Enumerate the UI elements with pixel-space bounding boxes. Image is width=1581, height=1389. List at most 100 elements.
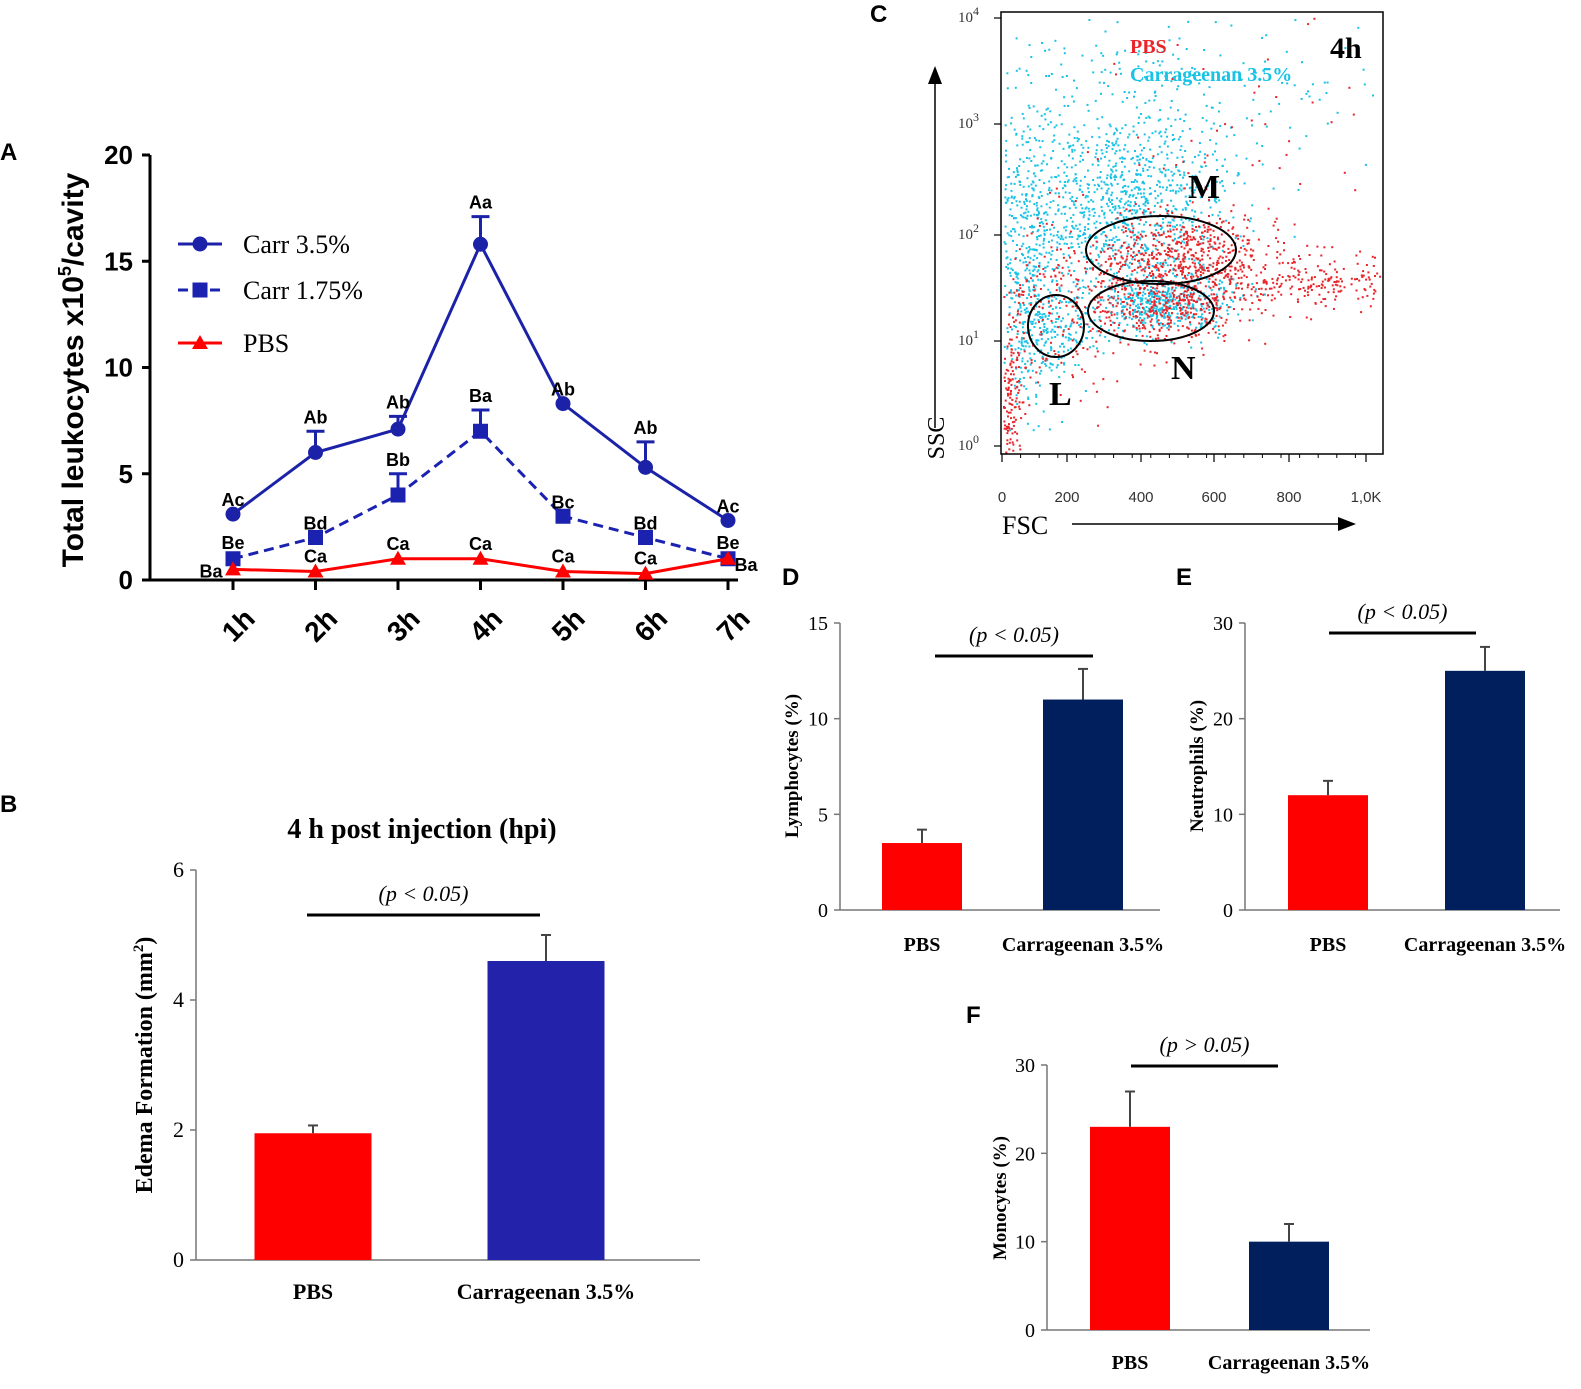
c-event-dot xyxy=(1024,193,1027,196)
c-event-dot xyxy=(1128,170,1131,173)
c-event-dot xyxy=(1113,321,1116,324)
c-event-dot xyxy=(1046,163,1048,166)
c-event-dot xyxy=(1016,403,1019,406)
c-event-dot xyxy=(1008,312,1011,315)
c-event-dot xyxy=(1162,290,1165,293)
c-event-dot xyxy=(1074,364,1077,366)
c-y-tick-label: 101 xyxy=(958,327,979,349)
c-event-dot xyxy=(1200,247,1203,250)
c-event-dot xyxy=(1121,301,1124,303)
c-event-dot xyxy=(1079,235,1082,237)
c-event-dot xyxy=(1119,279,1122,282)
c-event-dot xyxy=(1154,276,1157,279)
c-event-dot xyxy=(1061,266,1064,269)
c-event-dot xyxy=(1177,190,1180,193)
c-event-dot xyxy=(1245,117,1248,120)
c-event-dot xyxy=(1120,255,1123,258)
c-event-dot xyxy=(1128,195,1131,198)
c-event-dot xyxy=(1164,311,1167,314)
c-event-dot xyxy=(1096,176,1099,179)
c-event-dot xyxy=(1092,179,1095,181)
c-event-dot xyxy=(1180,213,1183,216)
c-event-dot xyxy=(1163,309,1165,312)
c-event-dot xyxy=(1096,296,1099,299)
c-event-dot xyxy=(1234,273,1237,275)
c-event-dot xyxy=(1059,394,1062,396)
c-event-dot xyxy=(1053,269,1055,272)
c-event-dot xyxy=(1035,139,1038,142)
c-event-dot xyxy=(1126,274,1129,277)
c-event-dot xyxy=(1148,99,1151,102)
c-event-dot xyxy=(1130,297,1133,300)
c-event-dot xyxy=(1261,145,1264,147)
c-event-dot xyxy=(1145,306,1148,308)
c-event-dot xyxy=(1010,116,1013,119)
c-event-dot xyxy=(1234,70,1237,73)
c-event-dot xyxy=(1145,116,1148,119)
c-event-dot xyxy=(1154,234,1157,237)
c-event-dot xyxy=(1113,329,1116,332)
c-event-dot xyxy=(1152,286,1155,289)
c-event-dot xyxy=(1216,309,1219,312)
c-event-dot xyxy=(1092,200,1095,203)
c-event-dot xyxy=(1144,312,1147,315)
c-event-dot xyxy=(1318,98,1321,101)
c-event-dot xyxy=(1208,312,1211,314)
c-event-dot xyxy=(1123,148,1126,151)
c-event-dot xyxy=(1007,425,1010,428)
c-event-dot xyxy=(1029,214,1032,217)
c-event-dot xyxy=(1075,350,1078,353)
c-event-dot xyxy=(1150,192,1152,195)
e-bar xyxy=(1288,795,1368,910)
c-event-dot xyxy=(1062,274,1065,277)
c-event-dot xyxy=(1231,227,1234,230)
c-event-dot xyxy=(1093,285,1096,287)
c-event-dot xyxy=(1275,217,1278,220)
c-event-dot xyxy=(1166,153,1169,156)
c-event-dot xyxy=(1015,273,1018,275)
a-data-point xyxy=(720,550,736,565)
c-event-dot xyxy=(1087,207,1090,210)
c-event-dot xyxy=(1169,298,1172,301)
c-event-dot xyxy=(1016,385,1019,388)
c-event-dot xyxy=(1034,288,1037,291)
c-event-dot xyxy=(1156,60,1159,63)
c-event-dot xyxy=(1127,136,1129,139)
c-event-dot xyxy=(1024,260,1027,263)
c-event-dot xyxy=(1063,47,1066,50)
c-event-dot xyxy=(1022,216,1025,219)
c-event-dot xyxy=(1013,420,1016,423)
c-event-dot xyxy=(1136,159,1139,162)
c-event-dot xyxy=(1136,266,1139,269)
c-event-dot xyxy=(1168,243,1171,246)
c-event-dot xyxy=(1199,281,1202,284)
c-event-dot xyxy=(1197,333,1200,336)
c-event-dot xyxy=(1184,302,1187,305)
c-event-dot xyxy=(1189,81,1192,84)
c-event-dot xyxy=(1131,225,1134,228)
c-event-dot xyxy=(1064,325,1067,328)
c-event-dot xyxy=(1190,298,1193,301)
c-event-dot xyxy=(1141,294,1144,297)
c-event-dot xyxy=(1137,297,1140,300)
c-event-dot xyxy=(1208,221,1211,224)
c-event-dot xyxy=(1115,53,1118,56)
c-event-dot xyxy=(1134,287,1137,290)
c-event-dot xyxy=(1103,213,1106,216)
c-event-dot xyxy=(1086,267,1088,270)
c-event-dot xyxy=(1148,254,1151,257)
c-event-dot xyxy=(1310,284,1313,287)
c-event-dot xyxy=(1098,81,1101,84)
c-event-dot xyxy=(1364,163,1367,166)
c-event-dot xyxy=(1079,399,1082,402)
c-event-dot xyxy=(1124,260,1127,263)
c-event-dot xyxy=(1035,201,1038,204)
c-event-dot xyxy=(1170,250,1173,253)
c-event-dot xyxy=(1204,317,1207,320)
c-event-dot xyxy=(1167,301,1170,304)
c-event-dot xyxy=(1307,23,1310,26)
c-event-dot xyxy=(1278,286,1281,288)
c-event-dot xyxy=(1301,278,1304,281)
c-event-dot xyxy=(1116,129,1119,132)
c-event-dot xyxy=(1080,323,1082,326)
